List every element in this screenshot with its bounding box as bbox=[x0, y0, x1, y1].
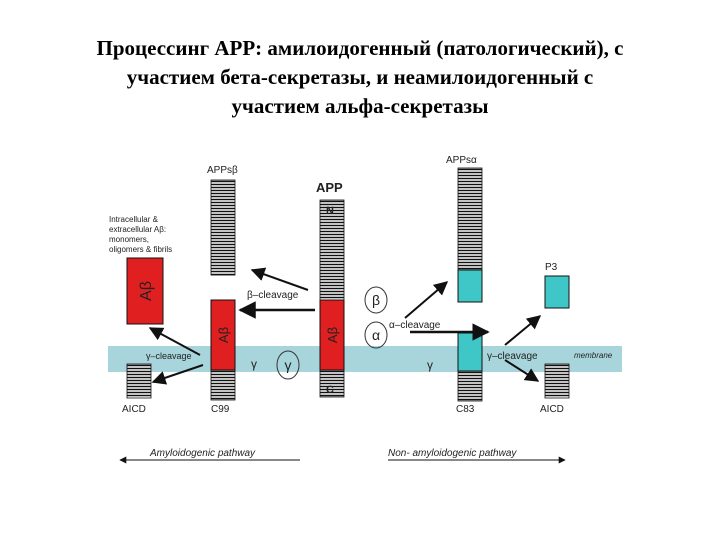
p3-block-apps-alpha bbox=[457, 269, 483, 303]
p3-block-c83 bbox=[457, 332, 483, 372]
title-line-2: участием бета-секретазы, и неамилоидоген… bbox=[126, 65, 594, 89]
abeta-label-extracellular: Aβ bbox=[138, 281, 155, 301]
gamma-symbol-right: γ bbox=[427, 358, 433, 372]
apps-beta-fragment bbox=[210, 179, 236, 276]
abeta-note-line-2: extracellular Aβ: bbox=[109, 225, 166, 234]
arrow-gamma-to-aicd-right bbox=[504, 359, 540, 382]
c-terminus-label: C bbox=[326, 384, 334, 396]
abeta-note-line-4: oligomers & fibrils bbox=[109, 245, 172, 254]
n-terminus-label: N bbox=[326, 205, 334, 217]
p3-label: P3 bbox=[545, 262, 558, 273]
abeta-note: Intracellular & extracellular Aβ: monome… bbox=[109, 215, 172, 254]
abeta-label-app: Aβ bbox=[325, 327, 340, 343]
alpha-secretase-circle bbox=[364, 321, 388, 349]
abeta-block-app bbox=[319, 299, 345, 371]
apps-alpha-stripes bbox=[457, 167, 483, 271]
alpha-secretase-symbol: α bbox=[372, 327, 380, 343]
apps-alpha-label: APPsα bbox=[446, 155, 477, 166]
c99-label: C99 bbox=[211, 404, 230, 415]
arrow-gamma-to-abeta bbox=[148, 327, 201, 356]
abeta-block-c99 bbox=[210, 299, 236, 371]
amyloidogenic-pathway-label: Amyloidogenic pathway bbox=[149, 448, 256, 459]
abeta-block-extracellular bbox=[126, 257, 164, 325]
abeta-note-line-3: monomers, bbox=[109, 235, 149, 244]
arrow-gamma-to-p3 bbox=[504, 315, 542, 346]
arrow-gamma-to-aicd-left bbox=[151, 364, 204, 385]
p3-block bbox=[544, 275, 570, 309]
c83-lower-stripes bbox=[457, 370, 483, 402]
gamma-cleavage-label-left: γ–cleavage bbox=[146, 351, 192, 361]
arrow-apps-beta bbox=[250, 267, 309, 291]
aicd-label-left: AICD bbox=[122, 404, 146, 415]
gamma-symbol-left: γ bbox=[251, 357, 257, 371]
aicd-left-fragment bbox=[126, 363, 152, 399]
beta-secretase-symbol: β bbox=[372, 292, 380, 308]
title-line-3: участием альфа-секретазы bbox=[231, 94, 489, 118]
c99-lower-stripes bbox=[210, 369, 236, 401]
gamma-cleavage-label-right: γ–cleavage bbox=[487, 351, 538, 362]
apps-beta-label: APPsβ bbox=[207, 165, 238, 176]
non-amyloidogenic-pathway-label: Non- amyloidogenic pathway bbox=[388, 448, 517, 459]
abeta-label-c99: Aβ bbox=[216, 327, 231, 343]
page-title: Процессинг APP: амилоидогенный (патологи… bbox=[20, 34, 700, 121]
gamma-secretase-symbol: γ bbox=[285, 357, 292, 373]
beta-cleavage-label: β–cleavage bbox=[247, 290, 299, 301]
app-label: APP bbox=[316, 180, 343, 195]
abeta-note-line-1: Intracellular & bbox=[109, 215, 159, 224]
arrow-apps-alpha bbox=[404, 281, 449, 319]
aicd-label-right: AICD bbox=[540, 404, 564, 415]
app-upper-stripes bbox=[319, 199, 345, 301]
beta-secretase-circle bbox=[364, 286, 388, 314]
membrane-label: membrane bbox=[574, 351, 613, 360]
title-line-1: Процессинг APP: амилоидогенный (патологи… bbox=[96, 36, 624, 60]
aicd-right-fragment bbox=[544, 363, 570, 399]
app-lower-stripes bbox=[319, 369, 345, 398]
alpha-cleavage-label: α–cleavage bbox=[389, 320, 441, 331]
gamma-secretase-circle bbox=[276, 350, 300, 380]
c83-label: C83 bbox=[456, 404, 475, 415]
